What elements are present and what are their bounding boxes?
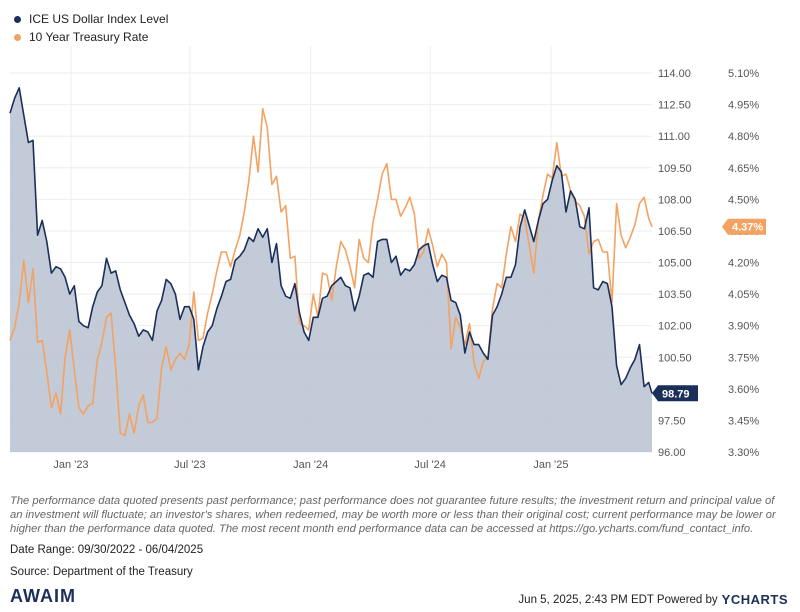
right-axis-tick: 4.65% — [728, 163, 759, 175]
left-axis-tick: 114.00 — [658, 68, 691, 80]
left-axis-tick: 100.50 — [658, 352, 692, 364]
left-axis-tick: 108.00 — [658, 194, 692, 206]
footer-credit: Jun 5, 2025, 2:43 PM EDT Powered by YCHA… — [518, 592, 788, 607]
left-axis-tick: 97.50 — [658, 415, 686, 427]
right-axis-tick: 4.05% — [728, 289, 759, 301]
right-axis-tick: 4.80% — [728, 131, 759, 143]
date-range: Date Range: 09/30/2022 - 06/04/2025 — [10, 544, 204, 556]
timestamp: Jun 5, 2025, 2:43 PM EDT Powered by — [518, 593, 718, 606]
legend: ICE US Dollar Index Level 10 Year Treasu… — [14, 10, 168, 46]
right-axis-tick: 3.90% — [728, 321, 759, 333]
left-axis-tick: 96.00 — [658, 447, 686, 459]
x-axis-tick: Jan '24 — [293, 459, 328, 471]
left-axis-tick: 112.50 — [658, 100, 691, 112]
left-axis-tick: 102.00 — [658, 321, 692, 333]
ycharts-logo: YCHARTS — [721, 592, 788, 607]
left-axis-tick: 103.50 — [658, 289, 692, 301]
right-axis-tick: 4.20% — [728, 258, 759, 270]
right-axis-tick: 3.60% — [728, 384, 759, 396]
legend-item-dxy[interactable]: ICE US Dollar Index Level — [14, 10, 168, 28]
legend-item-rate[interactable]: 10 Year Treasury Rate — [14, 28, 168, 46]
legend-swatch-dxy — [14, 15, 21, 23]
legend-label-dxy: ICE US Dollar Index Level — [29, 12, 169, 26]
right-axis-tick: 3.75% — [728, 352, 759, 364]
awaim-logo: AWAIM — [10, 586, 76, 606]
left-axis-tick: 109.50 — [658, 163, 692, 175]
x-axis-tick: Jan '23 — [53, 459, 88, 471]
rate-last-value: 4.37% — [732, 222, 763, 234]
dxy-last-value: 98.79 — [662, 388, 690, 400]
legend-label-rate: 10 Year Treasury Rate — [29, 30, 149, 44]
left-axis-tick: 111.00 — [658, 131, 690, 143]
left-axis-tick: 106.50 — [658, 226, 692, 238]
dxy-line — [9, 87, 653, 394]
right-axis-tick: 4.50% — [728, 194, 759, 206]
x-axis-tick: Jan '25 — [533, 459, 568, 471]
right-axis-tick: 5.10% — [728, 68, 759, 80]
right-axis-tick: 4.95% — [728, 100, 759, 112]
x-axis-tick: Jul '24 — [414, 459, 445, 471]
x-axis-tick: Jul '23 — [174, 459, 205, 471]
dxy-last-badge — [652, 385, 698, 402]
legend-swatch-rate — [14, 33, 21, 41]
right-axis-tick: 3.45% — [728, 415, 759, 427]
right-axis-tick: 3.30% — [728, 447, 759, 459]
chart-area: 114.00 112.50 111.00 109.50 108.00 106.50 105.… — [9, 46, 766, 471]
source-note: Source: Department of the Treasury — [10, 566, 193, 578]
disclaimer-text: The performance data quoted presents pas… — [10, 495, 776, 535]
dxy-area — [10, 87, 652, 453]
rate-last-badge — [722, 218, 766, 235]
left-axis-tick: 105.00 — [658, 258, 692, 270]
rate-line — [9, 108, 653, 436]
